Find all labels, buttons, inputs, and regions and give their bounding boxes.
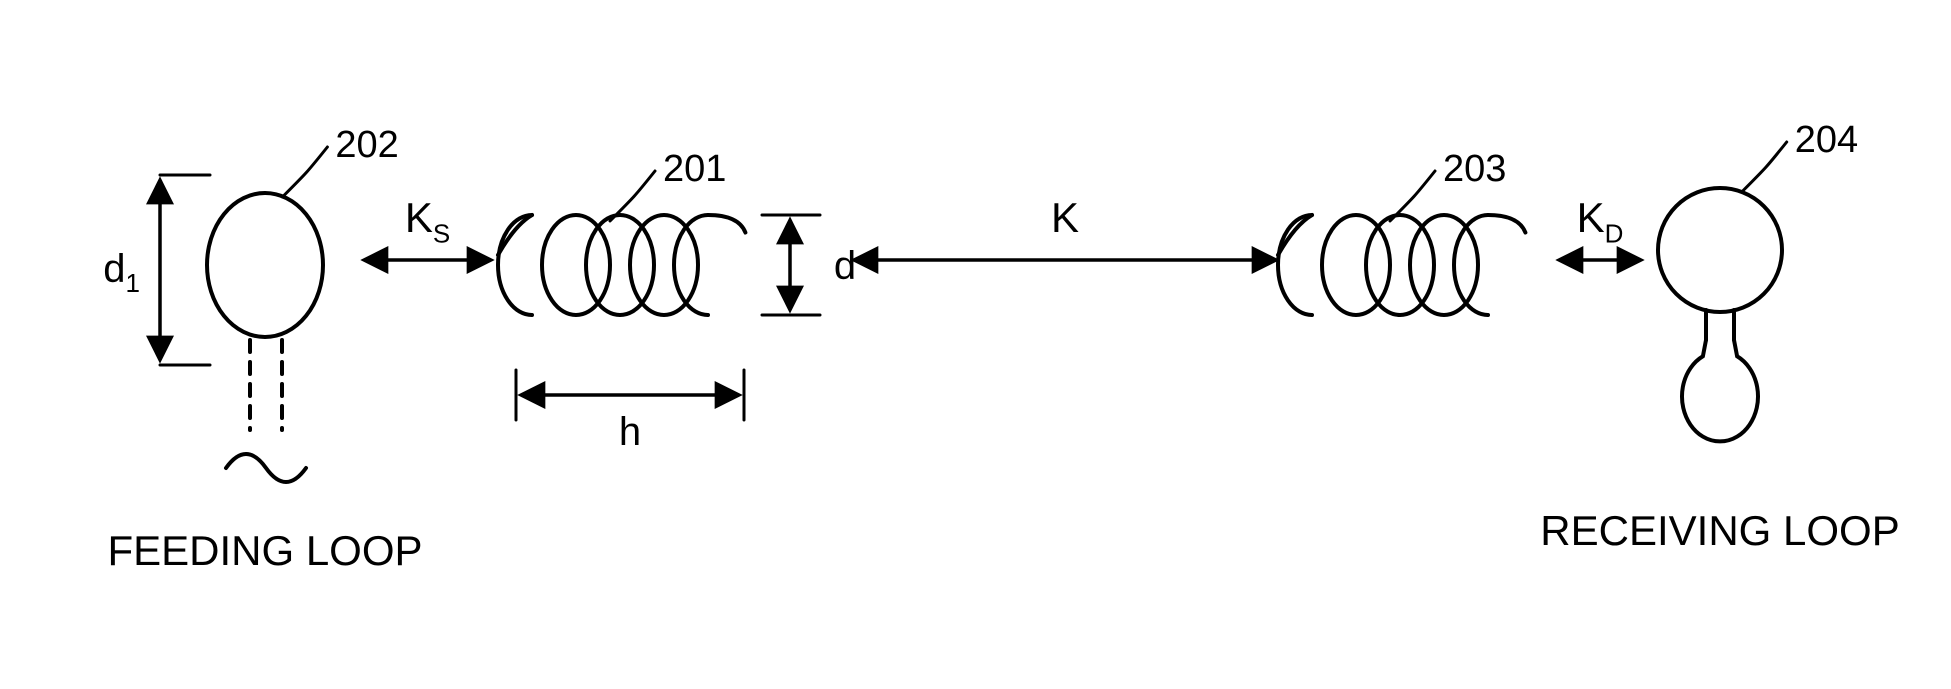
source-coil-tail — [708, 215, 745, 233]
wireless-power-transfer-diagram: d1 FEEDING LOOP 202 201 d h 203 RECEIVING LOOP 2… — [0, 0, 1951, 689]
source-coil-loop — [630, 215, 698, 315]
receiving-loop-leader — [1742, 142, 1787, 192]
source-coil-loop — [586, 215, 654, 315]
source-coil-loop — [542, 215, 610, 315]
coupling-kd-label: KD — [1577, 194, 1624, 249]
source-coil-leader — [610, 171, 655, 221]
feeding-loop-ref: 202 — [335, 124, 398, 166]
feeding-loop-caption: FEEDING LOOP — [107, 527, 422, 574]
device-coil-loop — [1366, 215, 1434, 315]
receiving-loop-ref: 204 — [1795, 119, 1858, 161]
h-label: h — [619, 410, 641, 454]
device-coil-tail — [1488, 215, 1525, 233]
source-coil-loop-end — [674, 215, 708, 315]
d1-label: d1 — [103, 247, 140, 298]
source-coil-ref: 201 — [663, 148, 726, 190]
receiving-loop — [1658, 188, 1782, 312]
load-bulb-icon — [1682, 340, 1758, 441]
coupling-ks-label: KS — [405, 194, 450, 249]
device-coil-ref: 203 — [1443, 148, 1506, 190]
device-coil-loop — [1322, 215, 1390, 315]
coupling-k-label: K — [1051, 194, 1079, 241]
ac-source-icon — [226, 454, 306, 482]
feeding-loop — [207, 193, 323, 337]
feeding-loop-leader — [282, 147, 327, 197]
device-coil-loop-end — [1454, 215, 1488, 315]
receiving-loop-caption: RECEIVING LOOP — [1540, 507, 1899, 554]
device-coil-loop — [1410, 215, 1478, 315]
device-coil-leader — [1390, 171, 1435, 221]
d-label: d — [834, 244, 856, 288]
